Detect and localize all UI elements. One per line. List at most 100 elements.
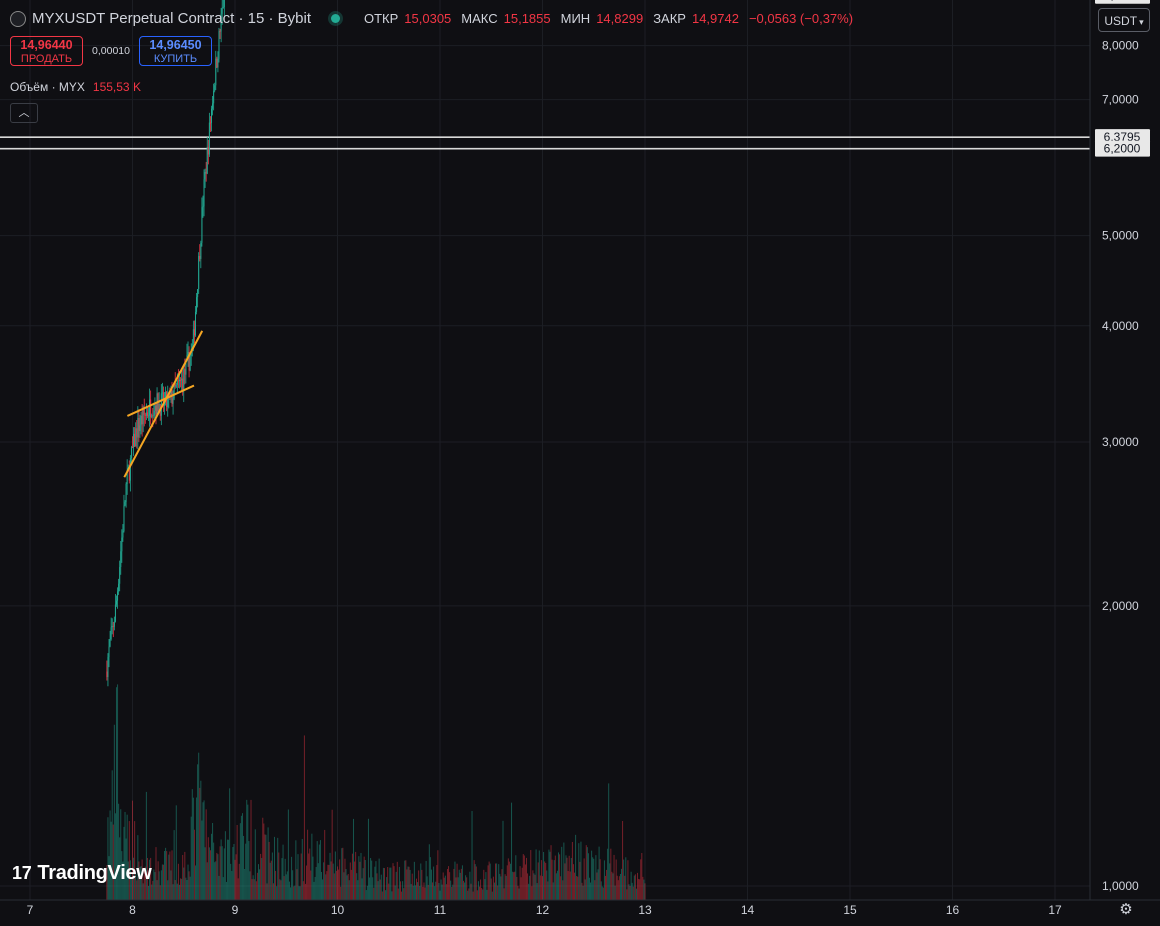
volume-bar: [350, 869, 352, 900]
currency-dropdown[interactable]: USDT ▾: [1098, 8, 1150, 32]
volume-bar: [317, 863, 319, 900]
volume-bar: [223, 848, 225, 900]
volume-bar: [542, 876, 543, 900]
volume-bar: [320, 871, 322, 900]
volume-bar: [387, 866, 389, 900]
volume-bar: [124, 811, 126, 900]
currency-label: USDT: [1104, 14, 1138, 28]
volume-bar: [551, 859, 553, 900]
volume-bar: [437, 850, 439, 900]
volume-bar: [254, 829, 256, 900]
volume-bar: [475, 866, 477, 900]
candle-body: [204, 172, 206, 180]
volume-bar: [381, 891, 383, 900]
volume-bar: [165, 847, 167, 900]
tradingview-logo[interactable]: 17 TradingView: [12, 862, 152, 885]
volume-bar: [231, 870, 233, 900]
volume-bar: [582, 885, 584, 900]
volume-bar: [567, 871, 569, 900]
volume-bar: [454, 861, 456, 900]
volume-bar: [236, 824, 238, 900]
volume-bar: [586, 847, 588, 900]
price-axis: 28,000027,000026,000025,000024,000023,00…: [1089, 0, 1160, 926]
time-tick-label: 10: [331, 903, 345, 917]
candle-body: [106, 671, 108, 678]
candle-body: [154, 405, 156, 411]
volume-bar: [357, 880, 359, 900]
volume-bar: [515, 855, 517, 900]
volume-bar: [630, 871, 632, 900]
trade-panel: 14,96440 ПРОДАТЬ 0,00010 14,96450 КУПИТЬ: [10, 36, 212, 66]
buy-button[interactable]: 14,96450 КУПИТЬ: [139, 36, 212, 66]
candle-body: [134, 433, 136, 447]
volume-bar: [397, 888, 399, 900]
volume-bar: [174, 880, 176, 900]
candle-body: [124, 502, 126, 506]
symbol-icon[interactable]: [10, 10, 26, 27]
volume-bar: [359, 861, 361, 900]
volume-bar: [166, 851, 168, 900]
volume-bar: [264, 834, 266, 900]
volume-bar: [135, 873, 137, 900]
volume-bar: [215, 861, 217, 900]
candle-body: [153, 410, 155, 416]
volume-bar: [385, 890, 387, 900]
volume-bar: [477, 881, 479, 900]
volume-bar: [560, 876, 562, 900]
price-tick-label: 3,0000: [1102, 435, 1139, 449]
volume-bar: [136, 880, 138, 900]
volume-bar: [117, 684, 119, 900]
volume-bar: [126, 814, 128, 900]
volume-bar: [613, 854, 615, 900]
volume-bar: [142, 883, 144, 900]
candle-body: [156, 393, 158, 415]
candle-body: [119, 567, 121, 584]
volume-bar: [339, 859, 341, 900]
symbol-title[interactable]: MYXUSDT Perpetual Contract · 15 · Bybit: [32, 10, 311, 27]
volume-bar: [262, 817, 264, 900]
candle-body: [222, 6, 224, 9]
volume-bar: [134, 821, 136, 900]
volume-bar: [433, 866, 435, 900]
volume-bar: [268, 841, 270, 900]
volume-bar: [275, 870, 277, 900]
volume-bar: [152, 880, 154, 900]
volume-bar: [196, 797, 198, 900]
volume-bar: [445, 884, 447, 900]
volume-bar: [577, 876, 579, 900]
volume-bar: [314, 876, 316, 900]
volume-bar: [230, 863, 232, 900]
volume-bar: [178, 884, 180, 900]
volume-bar: [416, 878, 418, 900]
volume-bar: [112, 824, 114, 900]
volume-bar: [489, 863, 491, 900]
sell-button[interactable]: 14,96440 ПРОДАТЬ: [10, 36, 83, 66]
volume-bar: [366, 885, 368, 900]
candle-body: [218, 31, 220, 59]
volume-bar: [380, 874, 382, 900]
volume-bar: [171, 850, 173, 900]
time-axis: 7 8 9 10 11 12 13 14 15 16 17: [0, 899, 1160, 917]
candle-body: [133, 433, 135, 448]
volume-bar: [507, 858, 509, 900]
volume-bar: [373, 887, 375, 900]
settings-gear-icon[interactable]: ⚙: [1119, 901, 1133, 918]
volume-bar: [383, 868, 385, 900]
volume-bar: [506, 865, 508, 900]
candle-body: [145, 412, 147, 416]
volume-bar: [141, 859, 143, 900]
volume-bar: [584, 879, 586, 900]
volume-bar: [276, 886, 278, 900]
volume-bar: [358, 856, 360, 900]
volume-bar: [192, 797, 194, 900]
volume-bar: [111, 770, 113, 900]
close-label: ЗАКР: [653, 11, 686, 26]
collapse-indicators-button[interactable]: ︿: [10, 103, 38, 123]
volume-bar: [253, 879, 255, 900]
volume-legend[interactable]: Объём · MYX 155,53 K: [10, 80, 141, 94]
volume-bar: [169, 851, 171, 900]
volume-bar: [187, 864, 189, 900]
candle-body: [135, 428, 137, 447]
volume-bar: [154, 872, 156, 900]
